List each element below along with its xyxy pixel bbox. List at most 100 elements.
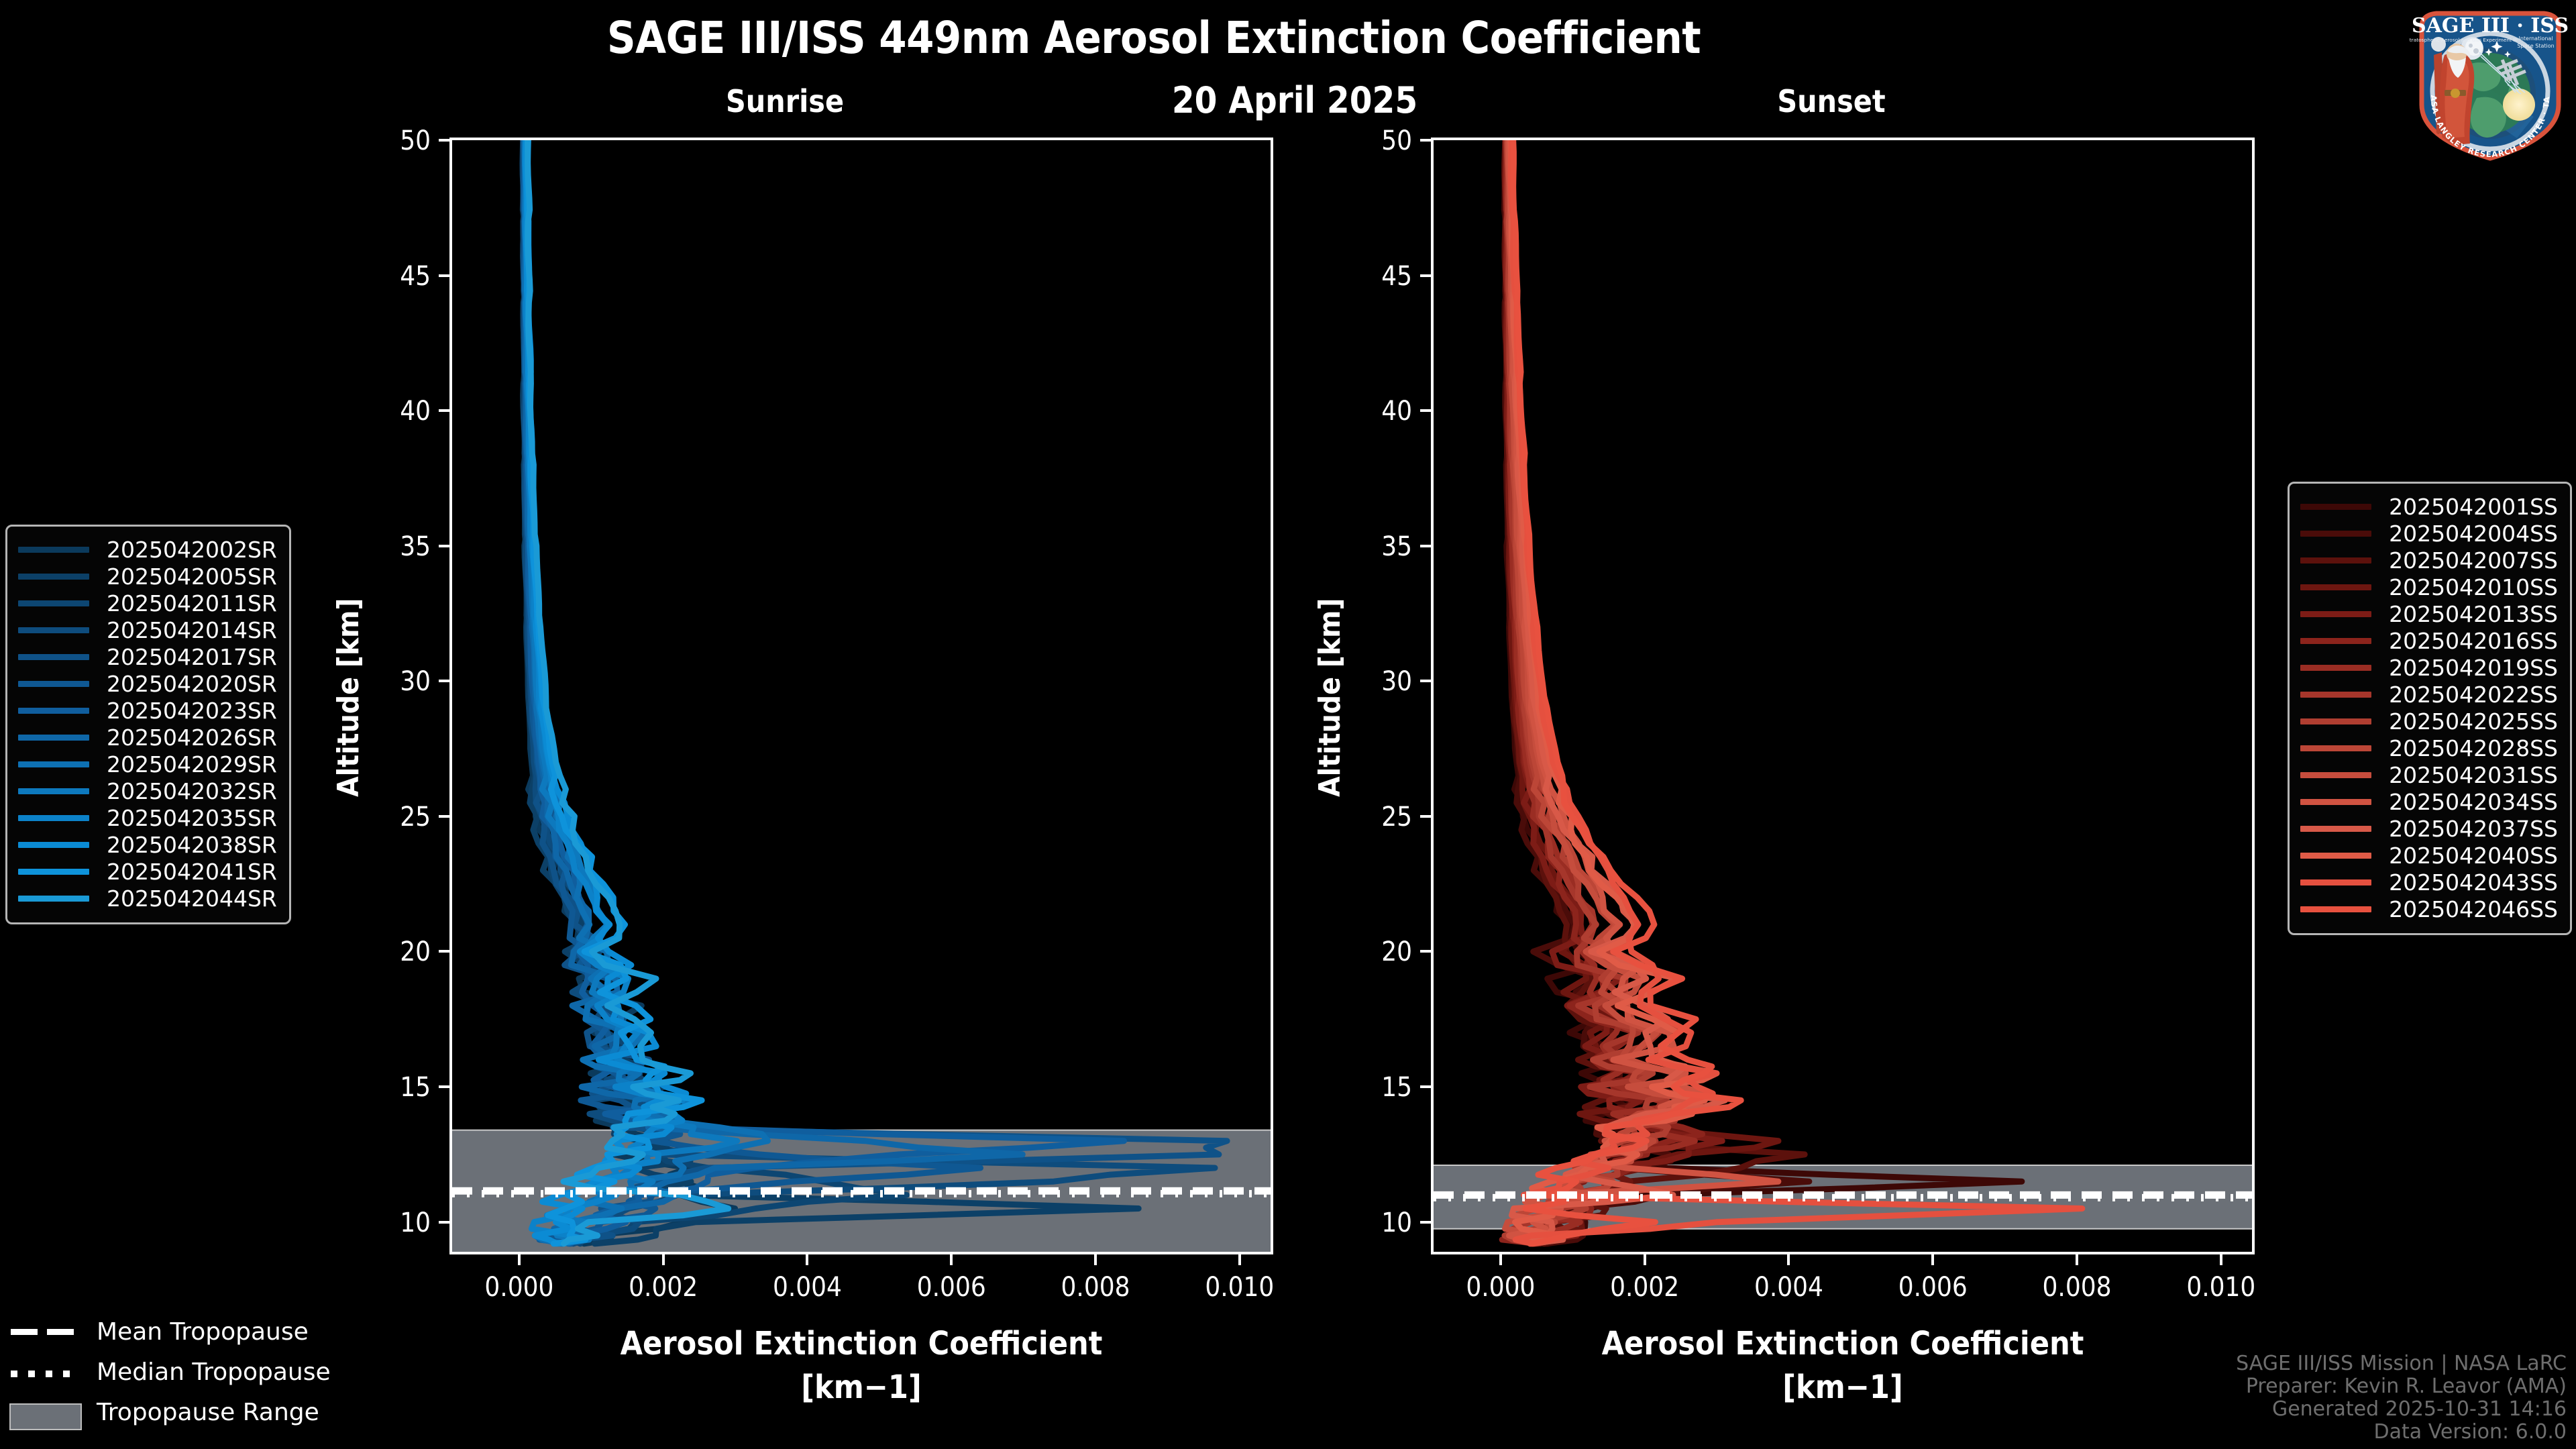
legend-color-swatch [18,761,89,767]
legend-color-swatch [18,600,89,606]
x-tick-mark [2219,1254,2222,1265]
y-tick-label: 20 [400,936,431,968]
y-tick-label: 35 [1381,531,1412,562]
legend-item-label: 2025042031SS [2389,761,2558,788]
y-axis-label: Altitude [km] [331,597,366,797]
logo-title: SAGE III · ISS [2412,14,2569,38]
plot-area-sunrise [452,140,1271,1252]
legend-item[interactable]: 2025042002SR [18,536,277,563]
x-tick-mark [1094,1254,1097,1265]
legend-tropopause: Mean Tropopause Median Tropopause Tropop… [9,1311,331,1432]
legend-item[interactable]: 2025042016SS [2300,627,2558,654]
legend-color-swatch [2300,557,2372,564]
legend-item-label: 2025042029SR [107,751,277,777]
legend-item[interactable]: 2025042028SS [2300,735,2558,761]
footer-data-version: Data Version: 6.0.0 [2373,1420,2567,1444]
legend-color-swatch [18,895,89,902]
y-tick-label: 10 [400,1207,431,1238]
y-tick-label: 35 [400,531,431,562]
legend-item[interactable]: 2025042001SS [2300,493,2558,520]
legend-item-label: 2025042025SS [2389,708,2558,735]
legend-item[interactable]: 2025042022SS [2300,681,2558,708]
y-tick-label: 25 [400,801,431,833]
x-tick-mark [517,1254,521,1265]
chart-panel-sunset [1431,138,2255,1254]
x-tick-mark [661,1254,665,1265]
legend-item-label: 2025042001SS [2389,493,2558,520]
range-swatch-icon [9,1403,82,1430]
series-line [1501,140,1808,1247]
subtitle-date: 20 April 2025 [1171,79,1418,121]
legend-item-label: 2025042026SR [107,724,277,751]
x-axis-label: Aerosol Extinction Coefficient [620,1325,1103,1362]
legend-item[interactable]: 2025042037SS [2300,815,2558,842]
x-tick-label: 0.004 [772,1272,842,1303]
sage-iii-iss-logo: SAGE III · ISS Stratospheric Aerosol and… [2410,4,2569,161]
legend-sunrise-events[interactable]: 2025042002SR 2025042005SR 2025042011SR 2025… [5,525,291,924]
legend-label-mean-tropopause: Mean Tropopause [97,1318,309,1346]
legend-color-swatch [2300,637,2372,644]
legend-item-label: 2025042023SR [107,697,277,724]
y-tick-label: 30 [1381,666,1412,698]
legend-color-swatch [18,573,89,580]
legend-item[interactable]: 2025042040SS [2300,842,2558,869]
legend-item-label: 2025042013SS [2389,600,2558,627]
legend-label-median-tropopause: Median Tropopause [97,1358,331,1386]
legend-item[interactable]: 2025042005SR [18,563,277,590]
legend-item[interactable]: 2025042014SR [18,616,277,643]
legend-item[interactable]: 2025042025SS [2300,708,2558,735]
legend-item[interactable]: 2025042029SR [18,751,277,777]
legend-item-label: 2025042028SS [2389,735,2558,761]
logo-subtitle-left: Stratospheric Aerosol and Gas Experiment… [2410,37,2518,43]
footer-generated: Generated 2025-10-31 14:16 [2271,1397,2567,1421]
x-tick-label: 0.010 [2186,1272,2256,1303]
x-tick-label: 0.008 [2042,1272,2112,1303]
subtitle-sunset: Sunset [1777,83,1886,119]
y-tick-mark [1420,139,1431,142]
legend-color-swatch [2300,879,2372,885]
x-axis-unit: [km−1] [1782,1368,1903,1406]
legend-item[interactable]: 2025042013SS [2300,600,2558,627]
legend-item[interactable]: 2025042019SS [2300,654,2558,681]
series-line [519,140,910,1247]
y-tick-label: 15 [400,1072,431,1104]
footer-mission: SAGE III/ISS Mission | NASA LaRC [2236,1352,2567,1375]
legend-item[interactable]: 2025042026SR [18,724,277,751]
legend-item[interactable]: 2025042017SR [18,643,277,670]
legend-item[interactable]: 2025042041SR [18,858,277,885]
legend-item[interactable]: 2025042038SR [18,831,277,858]
legend-item[interactable]: 2025042011SR [18,590,277,616]
y-tick-mark [1420,274,1431,277]
legend-item[interactable]: 2025042031SS [2300,761,2558,788]
legend-label-tropopause-range: Tropopause Range [97,1398,319,1426]
y-tick-label: 30 [400,666,431,698]
legend-item[interactable]: 2025042020SR [18,670,277,697]
legend-sunset-events[interactable]: 2025042001SS 2025042004SS 2025042007SS 2025… [2288,482,2572,935]
legend-color-swatch [18,627,89,633]
x-tick-label: 0.002 [1610,1272,1680,1303]
dotted-line-icon [9,1363,82,1381]
legend-item[interactable]: 2025042032SR [18,777,277,804]
x-tick-label: 0.010 [1205,1272,1275,1303]
legend-item[interactable]: 2025042023SR [18,697,277,724]
legend-item[interactable]: 2025042035SR [18,804,277,831]
legend-color-swatch [18,814,89,821]
series-line [1510,140,1744,1247]
legend-item[interactable]: 2025042044SR [18,885,277,912]
legend-item-label: 2025042007SS [2389,547,2558,574]
x-axis-label: Aerosol Extinction Coefficient [1601,1325,2084,1362]
y-tick-label: 15 [1381,1072,1412,1104]
y-axis-label: Altitude [km] [1313,597,1347,797]
series-line [1501,140,2025,1247]
legend-item[interactable]: 2025042007SS [2300,547,2558,574]
legend-item[interactable]: 2025042004SS [2300,520,2558,547]
legend-item[interactable]: 2025042010SS [2300,574,2558,600]
legend-item[interactable]: 2025042034SS [2300,788,2558,815]
y-tick-label: 40 [1381,396,1412,427]
legend-color-swatch [2300,825,2372,832]
legend-item[interactable]: 2025042046SS [2300,896,2558,922]
legend-item-label: 2025042004SS [2389,520,2558,547]
legend-color-swatch [2300,584,2372,590]
legend-item[interactable]: 2025042043SS [2300,869,2558,896]
footer-metadata: SAGE III/ISS Mission | NASA LaRC Prepare… [2236,1352,2567,1444]
